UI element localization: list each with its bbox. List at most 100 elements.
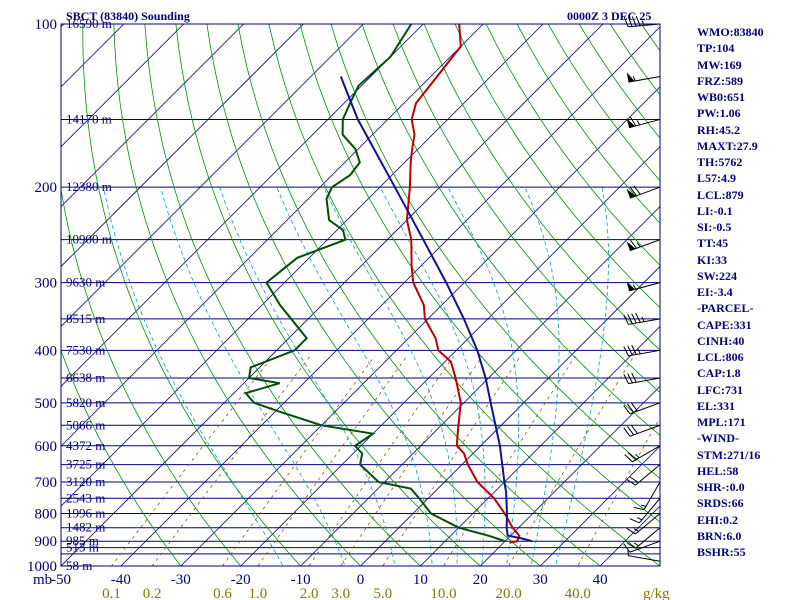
sounding-index-item: CAPE:331 — [697, 317, 752, 332]
wind-barb-full — [627, 426, 635, 436]
moist-adiabat-line — [447, 187, 519, 566]
isotherm-line — [360, 265, 660, 566]
wind-barb — [629, 540, 661, 553]
wind-barb-half — [633, 542, 639, 547]
moist-adiabat-line — [555, 187, 609, 566]
mixing-ratio-tick-label: 5.0 — [373, 586, 392, 600]
height-label: 14170 m — [66, 111, 112, 126]
sounding-index-item: BSHR:55 — [697, 545, 746, 559]
wind-barb-full — [627, 345, 633, 356]
sounding-index-item: WMO:83840 — [697, 25, 764, 39]
mixing-ratio-line — [443, 355, 576, 566]
moist-adiabat-line — [379, 187, 486, 566]
sounding-index-item: FRZ:589 — [697, 73, 743, 88]
chart-time: 0000Z 3 DEC 25 — [567, 9, 651, 23]
mixing-ratio-tick-label: 3.0 — [331, 586, 350, 600]
pressure-tick-label: 900 — [35, 534, 58, 550]
sounding-index-item: EL:331 — [697, 398, 736, 413]
mixing-ratio-tick-label: 0.6 — [213, 586, 232, 600]
wind-barb-full — [631, 344, 637, 355]
chart-title: SBCT (83840) Sounding — [66, 9, 190, 23]
wind-barb — [643, 481, 661, 511]
height-label: 8515 m — [66, 311, 105, 326]
wind-barb-full — [627, 452, 637, 461]
grid-lines — [61, 24, 660, 566]
dry-adiabat-line — [330, 24, 660, 479]
sounding-index-item: SW:224 — [697, 268, 738, 283]
wind-barb-full — [633, 185, 641, 195]
isotherm-line — [61, 24, 604, 566]
height-label: 6638 m — [66, 370, 105, 385]
dry-adiabat-line — [61, 187, 242, 566]
height-label: 9630 m — [66, 275, 105, 290]
sounding-index-item: LFC:731 — [697, 382, 743, 397]
sounding-index-item: HEL:58 — [697, 463, 739, 478]
mixing-ratio-tick-label: 2.0 — [300, 586, 319, 600]
sounding-index-item: LCL:879 — [697, 187, 744, 202]
wind-barb-full — [631, 313, 637, 324]
wind-barb-full — [629, 187, 637, 197]
wind-barb-half — [632, 284, 637, 290]
temperature-tick-label: 20 — [473, 572, 488, 588]
profile-lines — [243, 24, 533, 544]
dry-adiabat-line — [175, 24, 481, 566]
mixing-ratio-tick-label: 1.0 — [249, 586, 268, 600]
wind-barb — [635, 527, 661, 549]
wind-barb-half — [641, 20, 645, 26]
wind-barb-full — [629, 518, 640, 524]
wind-barb — [629, 424, 661, 437]
mixing-ratio-line — [151, 355, 311, 566]
pressure-tick-label: 200 — [35, 180, 58, 196]
sounding-index-item: SHR-:0.0 — [697, 480, 745, 494]
wind-barb-flag — [626, 241, 636, 251]
wind-barb-half — [641, 316, 645, 322]
sounding-index-item: WB0:651 — [697, 90, 745, 104]
wind-barb — [628, 118, 661, 129]
wind-barb-half — [640, 504, 647, 507]
mixing-ratio-line — [508, 355, 635, 566]
wind-barb — [632, 445, 661, 463]
height-label: 3725 m — [66, 457, 105, 472]
isotherm-line — [480, 385, 660, 566]
sounding-index-item: MAXT:27.9 — [697, 138, 758, 153]
mixing-ratio-tick-label: 10.0 — [430, 586, 456, 600]
sounding-index-item: LCL:806 — [697, 350, 744, 364]
dewpoint-line — [243, 24, 506, 543]
height-label: 4372 m — [66, 438, 105, 453]
sounding-index-item: MPL:171 — [697, 415, 746, 429]
wind-barb-full — [624, 454, 633, 463]
temperature-tick-label: 10 — [413, 572, 428, 588]
dry-adiabat-line — [82, 24, 302, 566]
temperature-tick-label: -20 — [231, 572, 251, 588]
mixing-ratio-line — [340, 355, 483, 566]
sounding-index-item: CINH:40 — [697, 333, 745, 348]
isotherm-line — [61, 24, 364, 327]
isotherm-line — [61, 24, 484, 447]
sounding-index-item: CAP:1.8 — [697, 366, 741, 381]
dry-adiabat-line — [392, 24, 660, 393]
wind-barb-full — [623, 405, 631, 415]
height-label: 3120 m — [66, 474, 105, 489]
mixing-ratio-line — [382, 355, 521, 566]
mixing-ratio-line — [257, 355, 408, 566]
mixing-ratio-tick-label: 0.1 — [102, 586, 121, 600]
dry-adiabat-line — [454, 24, 660, 309]
wind-barb — [628, 555, 661, 562]
dry-adiabat-line — [237, 24, 601, 566]
height-label: 985 m — [66, 533, 99, 548]
sounding-index-item: -WIND- — [697, 431, 739, 446]
wind-barb-flag — [626, 188, 636, 199]
dry-adiabat-line — [61, 349, 182, 566]
height-label: 5066 m — [66, 417, 105, 432]
wind-barb-full — [626, 479, 636, 486]
wind-barb-full — [623, 16, 629, 27]
sounding-index-item: TH:5762 — [697, 155, 743, 169]
pressure-tick-label: 300 — [35, 276, 58, 292]
mixing-ratio-tick-label: 40.0 — [565, 586, 591, 600]
wind-barb-full — [629, 116, 637, 127]
mixing-ratio-line — [308, 355, 454, 566]
wind-barb-full — [627, 16, 633, 27]
wind-barbs — [623, 15, 661, 562]
moist-adiabat-line — [103, 187, 284, 566]
